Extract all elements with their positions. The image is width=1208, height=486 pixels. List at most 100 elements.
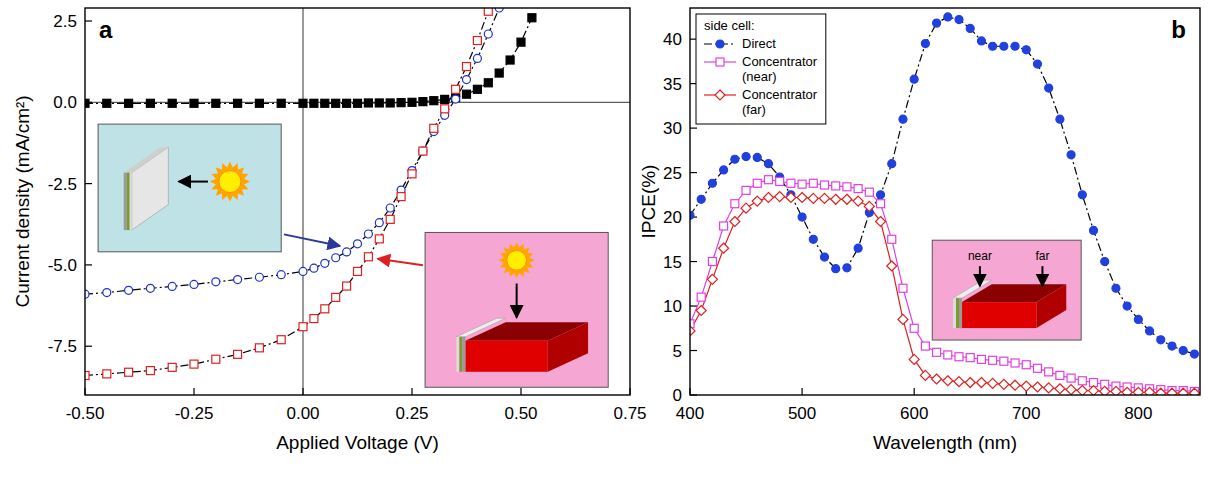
marker <box>419 147 427 155</box>
marker <box>708 258 716 266</box>
plate-layer <box>130 173 132 230</box>
marker <box>473 37 481 45</box>
y-tick-label: 10 <box>663 297 682 316</box>
marker <box>255 99 263 107</box>
x-tick-label: -0.50 <box>66 404 105 423</box>
marker <box>354 99 362 107</box>
marker <box>484 79 492 87</box>
marker <box>1056 371 1064 379</box>
marker <box>1100 386 1110 395</box>
marker <box>125 286 133 294</box>
x-tick-label: 0.75 <box>613 404 646 423</box>
marker <box>190 99 198 107</box>
marker <box>865 188 873 196</box>
box-side <box>1036 284 1066 328</box>
marker <box>103 99 111 107</box>
marker <box>277 271 285 279</box>
marker <box>742 186 750 194</box>
marker <box>988 378 998 388</box>
legend-box <box>696 14 826 124</box>
marker <box>1045 84 1053 92</box>
marker <box>876 217 886 227</box>
x-axis-title: Wavelength (nm) <box>873 432 1017 453</box>
marker <box>854 185 862 193</box>
marker <box>430 97 438 105</box>
marker <box>234 276 242 284</box>
marker <box>255 273 263 281</box>
marker <box>1067 374 1075 382</box>
marker <box>1122 387 1132 395</box>
marker <box>753 179 761 187</box>
marker <box>419 98 427 106</box>
marker <box>484 30 492 38</box>
marker <box>775 192 785 202</box>
marker <box>808 193 818 203</box>
marker <box>899 115 907 123</box>
marker <box>1090 226 1098 234</box>
y-axis-title: IPCE(%) <box>638 165 659 239</box>
marker <box>764 160 772 168</box>
legend-title: side cell: <box>704 18 755 33</box>
marker <box>321 259 329 267</box>
marker <box>354 240 362 248</box>
marker <box>966 24 974 32</box>
y-tick <box>690 350 697 351</box>
sun-rays <box>499 242 535 278</box>
marker <box>787 179 795 187</box>
marker <box>321 99 329 107</box>
x-tick <box>520 388 521 395</box>
y-tick <box>85 183 92 184</box>
marker <box>1033 364 1041 372</box>
marker <box>375 219 383 227</box>
marker <box>690 326 695 336</box>
arrow <box>179 181 208 183</box>
plate-layer <box>956 298 959 328</box>
marker <box>212 278 220 286</box>
y-tick <box>690 172 697 173</box>
marker <box>921 40 929 48</box>
x-tick-label: 400 <box>676 404 704 423</box>
zero-line <box>303 8 304 395</box>
inset-concentrator <box>425 232 608 387</box>
marker <box>354 267 362 275</box>
marker <box>463 90 471 98</box>
marker <box>1067 151 1075 159</box>
marker <box>1000 42 1008 50</box>
marker <box>776 177 784 185</box>
marker <box>506 56 514 64</box>
marker <box>1010 380 1020 390</box>
marker <box>752 196 762 206</box>
marker <box>716 40 724 48</box>
marker <box>989 42 997 50</box>
marker <box>1056 115 1064 123</box>
marker <box>932 374 942 384</box>
legend-label: Concentrator(far) <box>742 87 818 117</box>
marker <box>517 38 525 46</box>
marker <box>944 351 952 359</box>
legend-label-line: Direct <box>742 36 776 51</box>
box-front <box>962 302 1036 328</box>
x-tick <box>914 388 915 395</box>
marker <box>103 370 111 378</box>
plate-layer <box>953 298 956 328</box>
marker <box>1179 347 1187 355</box>
marker <box>484 8 492 15</box>
legend-label: Concentrator(near) <box>742 54 818 84</box>
panel-label: a <box>99 16 113 43</box>
marker <box>1146 327 1154 335</box>
marker <box>364 99 372 107</box>
y-tick-label: 0 <box>673 386 682 405</box>
panel-label: b <box>1171 16 1186 43</box>
marker <box>168 282 176 290</box>
marker <box>528 14 536 22</box>
marker <box>954 377 964 387</box>
legend-label-line: (near) <box>742 69 777 84</box>
marker <box>1066 385 1076 395</box>
marker <box>943 376 953 386</box>
marker <box>797 193 807 203</box>
marker <box>495 69 503 77</box>
y-tick-label: 15 <box>663 253 682 272</box>
marker <box>332 293 340 301</box>
marker <box>1022 46 1030 54</box>
marker <box>408 98 416 106</box>
